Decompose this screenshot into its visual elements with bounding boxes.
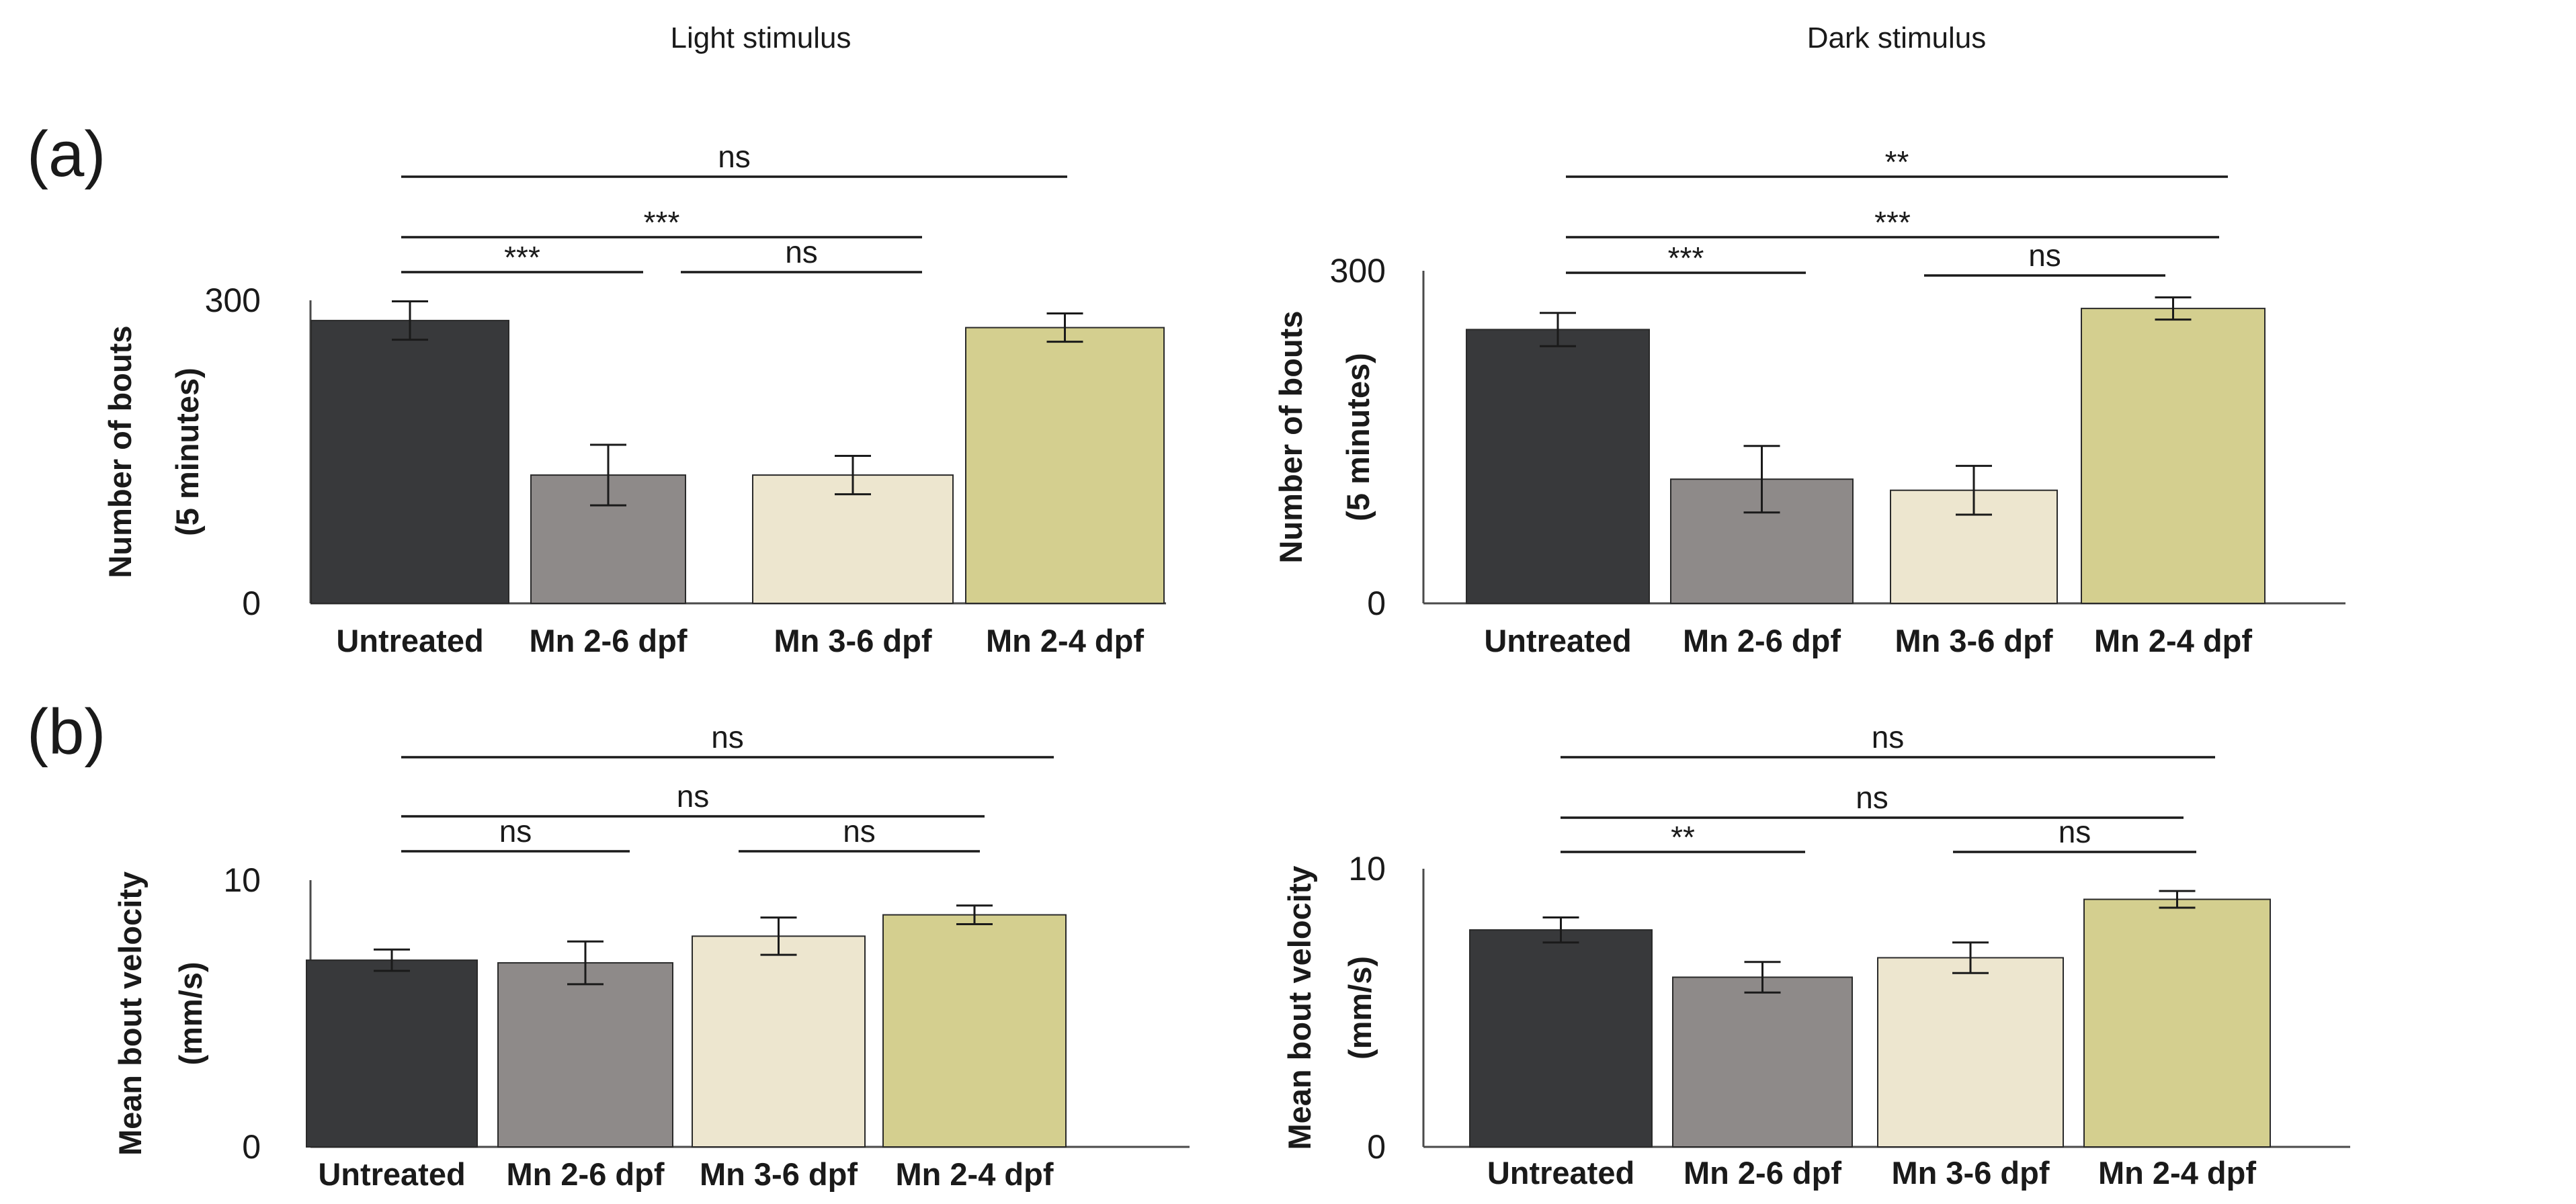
y-tick-label: 0 bbox=[1367, 585, 1386, 622]
x-tick-label: Mn 2-6 dpf bbox=[1684, 1155, 1841, 1191]
bar bbox=[692, 935, 866, 1148]
y-axis-label-units: (mm/s) bbox=[1342, 956, 1378, 1060]
x-tick-label: Mn 2-4 dpf bbox=[2094, 623, 2252, 658]
charts-container: 300 0 Number of bouts (5 minutes) Untreated M… bbox=[102, 139, 2350, 1192]
x-tick-label: Untreated bbox=[1484, 623, 1631, 658]
y-tick-label: 0 bbox=[242, 1128, 261, 1166]
significance-label: ns bbox=[2059, 814, 2091, 849]
bar bbox=[965, 327, 1165, 604]
x-tick-label: Mn 2-4 dpf bbox=[2098, 1155, 2256, 1191]
y-tick-label: 300 bbox=[1330, 252, 1386, 290]
x-tick-label: Untreated bbox=[1487, 1155, 1634, 1191]
panel-label-b: (b) bbox=[27, 696, 106, 768]
bar bbox=[306, 959, 478, 1148]
x-tick-label: Mn 2-6 dpf bbox=[507, 1156, 665, 1192]
chart-4: 10 0 Mean bout velocity (mm/s) Untreated Mn 2… bbox=[1282, 720, 2350, 1191]
x-tick-label: Mn 2-4 dpf bbox=[986, 623, 1144, 658]
significance-label: ns bbox=[677, 779, 710, 814]
x-tick-label: Mn 3-6 dpf bbox=[1892, 1155, 2050, 1191]
x-tick-label: Mn 3-6 dpf bbox=[774, 623, 932, 658]
bar bbox=[752, 474, 954, 604]
x-tick-label: Mn 2-6 dpf bbox=[530, 623, 688, 658]
column-title-dark: Dark stimulus bbox=[1807, 22, 1987, 54]
significance-label: ns bbox=[711, 720, 744, 755]
significance-label: *** bbox=[504, 240, 540, 275]
y-tick-label: 10 bbox=[223, 861, 261, 899]
bar bbox=[310, 320, 509, 604]
chart-3: 10 0 Mean bout velocity (mm/s) Untreated Mn 2… bbox=[112, 720, 1190, 1192]
column-title-light: Light stimulus bbox=[670, 22, 851, 54]
bar bbox=[1469, 929, 1653, 1148]
significance-label: ns bbox=[843, 814, 876, 849]
bar bbox=[1877, 957, 2064, 1148]
y-tick-label: 0 bbox=[1367, 1128, 1386, 1166]
x-tick-label: Untreated bbox=[336, 623, 483, 658]
significance-label: *** bbox=[1668, 241, 1704, 275]
significance-label: ** bbox=[1671, 820, 1695, 855]
significance-label: ** bbox=[1885, 144, 1909, 179]
chart-2: 300 0 Number of bouts (5 minutes) Untreated M… bbox=[1273, 144, 2345, 658]
significance-label: ns bbox=[2028, 238, 2061, 273]
x-tick-label: Untreated bbox=[318, 1156, 465, 1192]
y-axis-label-units: (5 minutes) bbox=[169, 368, 205, 536]
significance-label: ns bbox=[1872, 720, 1905, 755]
x-tick-label: Mn 3-6 dpf bbox=[1895, 623, 2053, 658]
y-tick-label: 10 bbox=[1348, 850, 1386, 888]
x-tick-label: Mn 2-4 dpf bbox=[896, 1156, 1054, 1192]
y-tick-label: 0 bbox=[242, 585, 261, 622]
panel-label-a: (a) bbox=[27, 118, 106, 190]
significance-label: ns bbox=[1856, 780, 1888, 815]
y-axis-label: Mean bout velocity bbox=[112, 871, 148, 1156]
chart-1: 300 0 Number of bouts (5 minutes) Untreated M… bbox=[102, 139, 1166, 658]
significance-label: *** bbox=[644, 205, 680, 240]
y-axis-label-units: (mm/s) bbox=[173, 961, 208, 1065]
bar bbox=[1672, 976, 1853, 1148]
significance-label: ns bbox=[718, 139, 751, 174]
bar bbox=[882, 914, 1067, 1148]
y-axis-label: Mean bout velocity bbox=[1282, 865, 1317, 1150]
y-axis-label: Number of bouts bbox=[1273, 311, 1308, 564]
x-tick-label: Mn 3-6 dpf bbox=[700, 1156, 858, 1192]
bar bbox=[497, 962, 673, 1148]
bar bbox=[2081, 308, 2266, 604]
bar bbox=[2083, 898, 2271, 1148]
significance-label: ns bbox=[785, 234, 818, 269]
bar bbox=[1466, 329, 1650, 604]
significance-label: *** bbox=[1874, 205, 1911, 240]
y-tick-label: 300 bbox=[205, 282, 261, 319]
y-axis-label: Number of bouts bbox=[102, 326, 138, 578]
significance-label: ns bbox=[499, 814, 532, 849]
y-axis-label-units: (5 minutes) bbox=[1340, 353, 1376, 521]
x-tick-label: Mn 2-6 dpf bbox=[1683, 623, 1841, 658]
